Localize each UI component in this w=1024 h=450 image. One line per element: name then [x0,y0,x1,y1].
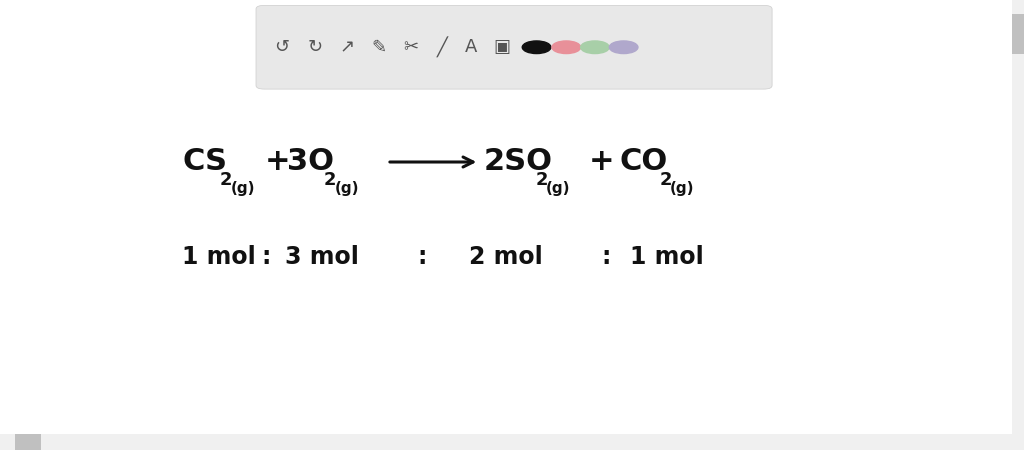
Text: ▣: ▣ [494,38,510,56]
Text: A: A [465,38,477,56]
Text: ╱: ╱ [437,37,447,58]
Text: CS: CS [182,148,227,176]
Text: ↻: ↻ [308,38,323,56]
Text: :: : [261,244,270,269]
Circle shape [581,41,609,54]
Circle shape [552,41,581,54]
Text: 2: 2 [659,171,672,189]
Text: ↗: ↗ [340,38,354,56]
Text: CO: CO [620,148,668,176]
Text: (g): (g) [546,181,570,197]
Text: ↺: ↺ [274,38,289,56]
Text: (g): (g) [335,181,359,197]
Text: :: : [601,244,610,269]
Text: (g): (g) [230,181,255,197]
Text: +: + [589,148,614,176]
Text: :: : [418,244,427,269]
Text: 3 mol: 3 mol [285,244,358,269]
FancyBboxPatch shape [256,5,772,89]
Text: ✂: ✂ [403,38,418,56]
Text: 2: 2 [324,171,336,189]
Text: ✎: ✎ [372,38,386,56]
Circle shape [609,41,638,54]
Bar [15,434,41,450]
Text: 2: 2 [219,171,231,189]
Text: 1 mol: 1 mol [630,244,703,269]
Text: +: + [265,148,291,176]
Text: 3O: 3O [287,148,334,176]
Text: 2: 2 [536,171,548,189]
Text: 2 mol: 2 mol [469,244,543,269]
Text: 1 mol: 1 mol [182,244,256,269]
Text: (g): (g) [670,181,694,197]
Circle shape [522,41,551,54]
Bar [0,434,1024,450]
Bar [1012,0,1024,450]
Text: 2SO: 2SO [483,148,552,176]
Bar [1012,14,1024,54]
